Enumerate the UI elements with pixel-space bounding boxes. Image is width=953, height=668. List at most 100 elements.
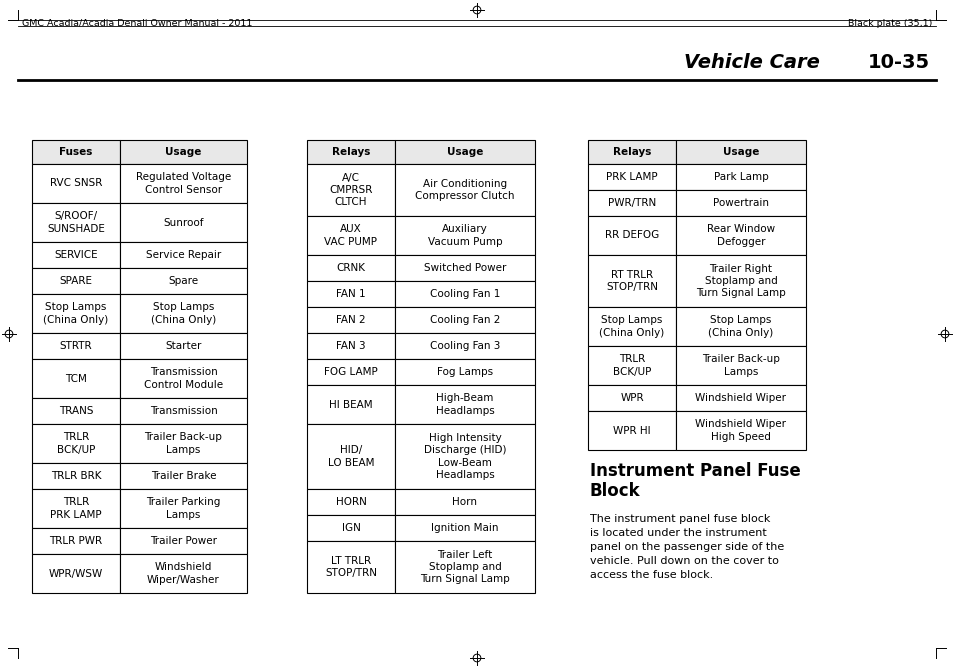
- Bar: [120, 463, 247, 489]
- Text: Transmission
Control Module: Transmission Control Module: [144, 367, 223, 389]
- Bar: [587, 307, 676, 346]
- Text: FAN 1: FAN 1: [335, 289, 365, 299]
- Bar: [676, 307, 805, 346]
- Text: Trailer Brake: Trailer Brake: [151, 471, 216, 481]
- Text: High-Beam
Headlamps: High-Beam Headlamps: [436, 393, 494, 415]
- Text: Fuses: Fuses: [59, 147, 92, 157]
- Bar: [32, 164, 120, 203]
- Text: RR DEFOG: RR DEFOG: [604, 230, 659, 240]
- Bar: [676, 164, 805, 190]
- Bar: [32, 359, 120, 398]
- Text: HORN: HORN: [335, 497, 366, 507]
- Bar: [395, 359, 535, 385]
- Bar: [587, 216, 676, 255]
- Bar: [676, 190, 805, 216]
- Text: Trailer Back-up
Lamps: Trailer Back-up Lamps: [145, 432, 222, 455]
- Text: WPR: WPR: [619, 393, 643, 403]
- Text: Vehicle Care: Vehicle Care: [683, 53, 820, 72]
- Bar: [307, 359, 395, 385]
- Bar: [32, 528, 120, 554]
- Text: Powertrain: Powertrain: [712, 198, 768, 208]
- Text: SERVICE: SERVICE: [54, 250, 98, 260]
- Text: Spare: Spare: [169, 276, 198, 286]
- Bar: [32, 294, 120, 333]
- Text: Regulated Voltage
Control Sensor: Regulated Voltage Control Sensor: [135, 172, 231, 194]
- Bar: [120, 294, 247, 333]
- Bar: [587, 140, 676, 164]
- Bar: [32, 333, 120, 359]
- Text: Auxiliary
Vacuum Pump: Auxiliary Vacuum Pump: [427, 224, 502, 246]
- Text: Ignition Main: Ignition Main: [431, 523, 498, 533]
- Text: Fog Lamps: Fog Lamps: [436, 367, 493, 377]
- Text: TRLR
PRK LAMP: TRLR PRK LAMP: [51, 497, 102, 520]
- Text: Cooling Fan 3: Cooling Fan 3: [430, 341, 499, 351]
- Text: CRNK: CRNK: [336, 263, 365, 273]
- Bar: [587, 385, 676, 411]
- Bar: [395, 255, 535, 281]
- Bar: [676, 255, 805, 307]
- Text: Transmission: Transmission: [150, 406, 217, 416]
- Text: Relays: Relays: [332, 147, 370, 157]
- Bar: [676, 411, 805, 450]
- Text: Windshield
Wiper/Washer: Windshield Wiper/Washer: [147, 562, 219, 584]
- Text: PRK LAMP: PRK LAMP: [605, 172, 658, 182]
- Text: Stop Lamps
(China Only): Stop Lamps (China Only): [43, 303, 109, 325]
- Text: TRLR BRK: TRLR BRK: [51, 471, 101, 481]
- Text: IGN: IGN: [341, 523, 360, 533]
- Bar: [395, 424, 535, 489]
- Text: RT TRLR
STOP/TRN: RT TRLR STOP/TRN: [605, 270, 658, 292]
- Text: Trailer Left
Stoplamp and
Turn Signal Lamp: Trailer Left Stoplamp and Turn Signal La…: [419, 550, 509, 584]
- Text: Usage: Usage: [165, 147, 201, 157]
- Text: Service Repair: Service Repair: [146, 250, 221, 260]
- Text: SPARE: SPARE: [59, 276, 92, 286]
- Bar: [32, 554, 120, 593]
- Bar: [395, 489, 535, 515]
- Bar: [307, 140, 395, 164]
- Text: Windshield Wiper
High Speed: Windshield Wiper High Speed: [695, 420, 785, 442]
- Text: Stop Lamps
(China Only): Stop Lamps (China Only): [151, 303, 216, 325]
- Bar: [32, 463, 120, 489]
- Bar: [32, 268, 120, 294]
- Bar: [307, 255, 395, 281]
- Bar: [120, 528, 247, 554]
- Text: The instrument panel fuse block
is located under the instrument
panel on the pas: The instrument panel fuse block is locat…: [589, 514, 783, 580]
- Text: Usage: Usage: [722, 147, 759, 157]
- Bar: [395, 164, 535, 216]
- Text: GMC Acadia/Acadia Denali Owner Manual - 2011: GMC Acadia/Acadia Denali Owner Manual - …: [22, 19, 253, 27]
- Text: Starter: Starter: [165, 341, 201, 351]
- Bar: [307, 515, 395, 541]
- Bar: [120, 203, 247, 242]
- Bar: [587, 255, 676, 307]
- Text: Switched Power: Switched Power: [423, 263, 506, 273]
- Text: Cooling Fan 1: Cooling Fan 1: [430, 289, 499, 299]
- Bar: [587, 190, 676, 216]
- Text: RVC SNSR: RVC SNSR: [50, 178, 102, 188]
- Text: Sunroof: Sunroof: [163, 218, 204, 228]
- Text: FAN 2: FAN 2: [335, 315, 365, 325]
- Bar: [32, 398, 120, 424]
- Bar: [120, 242, 247, 268]
- Text: S/ROOF/
SUNSHADE: S/ROOF/ SUNSHADE: [47, 211, 105, 234]
- Bar: [307, 333, 395, 359]
- Bar: [120, 333, 247, 359]
- Bar: [307, 281, 395, 307]
- Text: High Intensity
Discharge (HID)
Low-Beam
Headlamps: High Intensity Discharge (HID) Low-Beam …: [423, 433, 506, 480]
- Bar: [676, 216, 805, 255]
- Text: HI BEAM: HI BEAM: [329, 399, 373, 409]
- Bar: [307, 385, 395, 424]
- Text: Trailer Power: Trailer Power: [150, 536, 216, 546]
- Text: Windshield Wiper: Windshield Wiper: [695, 393, 785, 403]
- Text: Park Lamp: Park Lamp: [713, 172, 767, 182]
- Text: Trailer Right
Stoplamp and
Turn Signal Lamp: Trailer Right Stoplamp and Turn Signal L…: [696, 264, 785, 299]
- Text: Trailer Back-up
Lamps: Trailer Back-up Lamps: [701, 354, 780, 377]
- Text: STRTR: STRTR: [60, 341, 92, 351]
- Text: Instrument Panel Fuse
Block: Instrument Panel Fuse Block: [589, 462, 800, 500]
- Text: TRLR
BCK/UP: TRLR BCK/UP: [612, 354, 651, 377]
- Text: TCM: TCM: [65, 373, 87, 383]
- Text: FAN 3: FAN 3: [335, 341, 365, 351]
- Text: Horn: Horn: [452, 497, 477, 507]
- Bar: [120, 140, 247, 164]
- Bar: [32, 242, 120, 268]
- Bar: [120, 398, 247, 424]
- Text: Stop Lamps
(China Only): Stop Lamps (China Only): [598, 315, 664, 338]
